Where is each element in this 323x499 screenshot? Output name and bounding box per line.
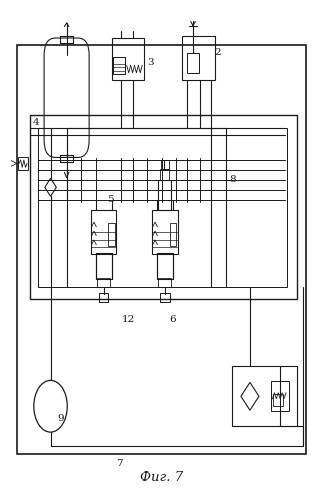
Text: 9: 9	[57, 414, 64, 423]
Bar	[17, 45, 306, 454]
Bar	[182, 35, 214, 80]
Bar	[158, 278, 171, 287]
Bar	[170, 223, 176, 246]
Bar	[97, 278, 110, 287]
Bar	[157, 253, 173, 279]
Bar	[91, 210, 117, 254]
Bar	[152, 210, 178, 254]
Text: 5: 5	[107, 195, 113, 204]
Bar	[274, 394, 283, 406]
Text: 4: 4	[33, 118, 39, 127]
Bar	[30, 115, 297, 299]
Bar	[96, 253, 112, 279]
Bar	[18, 158, 28, 170]
Bar	[161, 160, 169, 169]
Text: 7: 7	[117, 459, 123, 468]
Text: 12: 12	[121, 315, 135, 324]
Bar	[160, 293, 170, 302]
Bar	[99, 293, 109, 302]
Text: 2: 2	[214, 48, 221, 57]
Bar	[232, 366, 297, 426]
Bar	[160, 169, 169, 180]
Text: Фиг. 7: Фиг. 7	[140, 471, 183, 484]
Bar	[38, 128, 287, 287]
Text: 6: 6	[170, 315, 176, 324]
Bar	[271, 381, 288, 411]
Bar	[187, 53, 199, 73]
Text: 3: 3	[147, 58, 154, 67]
Bar	[109, 223, 115, 246]
Bar	[112, 38, 144, 80]
Bar	[113, 57, 125, 74]
Text: 8: 8	[229, 175, 236, 184]
Bar	[158, 180, 171, 210]
